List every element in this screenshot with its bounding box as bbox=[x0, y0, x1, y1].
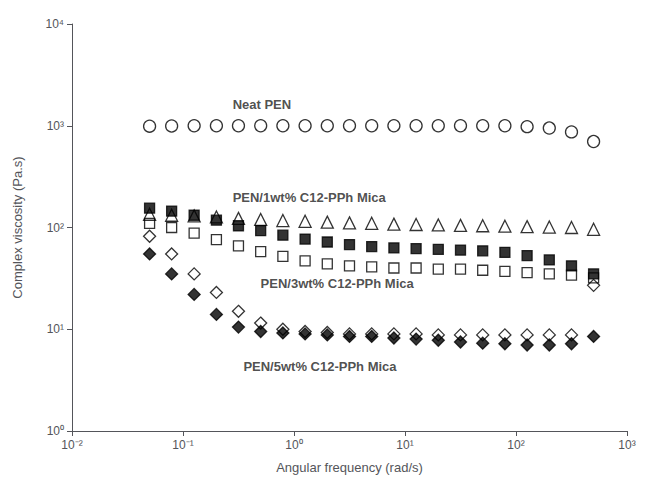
svg-text:PEN/1wt% C12-PPh Mica: PEN/1wt% C12-PPh Mica bbox=[233, 190, 387, 205]
svg-text:10⁻²: 10⁻² bbox=[61, 438, 82, 452]
svg-text:10²: 10² bbox=[47, 221, 64, 235]
svg-text:10⁻¹: 10⁻¹ bbox=[172, 438, 193, 452]
svg-text:10¹: 10¹ bbox=[47, 322, 64, 336]
svg-text:10¹: 10¹ bbox=[396, 438, 413, 452]
svg-text:PEN/5wt% C12-PPh Mica: PEN/5wt% C12-PPh Mica bbox=[243, 359, 397, 374]
svg-text:PEN/3wt% C12-PPh Mica: PEN/3wt% C12-PPh Mica bbox=[261, 276, 415, 291]
svg-text:10⁴: 10⁴ bbox=[45, 17, 64, 31]
svg-text:Neat PEN: Neat PEN bbox=[233, 97, 292, 112]
svg-text:10³: 10³ bbox=[618, 438, 635, 452]
svg-text:10³: 10³ bbox=[47, 119, 64, 133]
svg-text:Complex viscosity (Pa.s): Complex viscosity (Pa.s) bbox=[10, 156, 25, 298]
svg-text:Angular frequency (rad/s): Angular frequency (rad/s) bbox=[276, 460, 423, 475]
svg-text:10⁰: 10⁰ bbox=[47, 424, 64, 438]
svg-text:10²: 10² bbox=[507, 438, 524, 452]
svg-text:10⁰: 10⁰ bbox=[285, 438, 302, 452]
